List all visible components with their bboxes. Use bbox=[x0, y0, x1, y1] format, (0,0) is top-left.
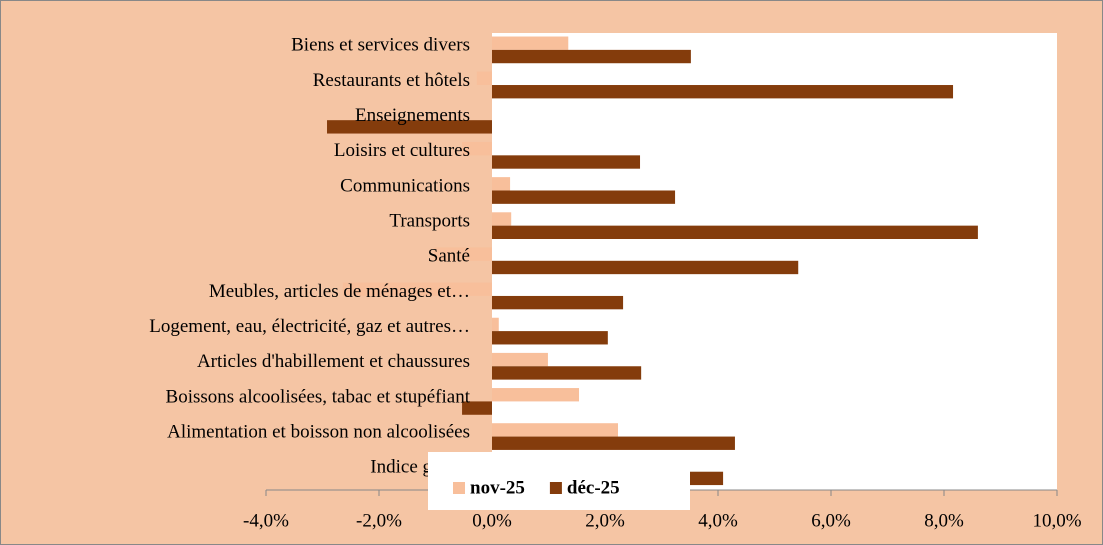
bar bbox=[462, 141, 492, 156]
bar bbox=[327, 120, 492, 134]
y-tick-label: Communications bbox=[340, 175, 470, 196]
x-tick-label: -2,0% bbox=[356, 510, 402, 531]
bar bbox=[492, 295, 624, 310]
bar bbox=[492, 436, 735, 450]
legend-label: nov-25 bbox=[470, 477, 525, 498]
y-tick-label: Meubles, articles de ménages et… bbox=[209, 281, 470, 302]
x-tick-label: 8,0% bbox=[924, 510, 964, 531]
bar bbox=[492, 331, 608, 345]
bar bbox=[492, 177, 511, 191]
y-tick-label: Restaurants et hôtels bbox=[313, 70, 470, 91]
legend-swatch bbox=[453, 482, 465, 494]
bar bbox=[492, 260, 799, 275]
bar bbox=[492, 423, 618, 437]
bar bbox=[492, 225, 978, 240]
y-tick-label: Santé bbox=[428, 246, 470, 267]
bar bbox=[492, 49, 691, 64]
y-tick-label: Enseignements bbox=[355, 105, 470, 126]
x-tick-label: 10,0% bbox=[1032, 510, 1081, 531]
legend-swatch bbox=[549, 482, 562, 494]
bar bbox=[492, 190, 676, 204]
bar bbox=[492, 36, 569, 50]
y-tick-label: Articles d'habillement et chaussures bbox=[197, 351, 470, 372]
x-tick-label: 2,0% bbox=[585, 510, 625, 531]
bar bbox=[492, 388, 580, 402]
bar bbox=[492, 155, 641, 169]
bar bbox=[492, 366, 642, 380]
x-tick-label: -4,0% bbox=[243, 510, 289, 531]
x-tick-label: 0,0% bbox=[472, 510, 512, 531]
y-tick-label: Alimentation et boisson non alcoolisées bbox=[167, 421, 470, 442]
bar bbox=[492, 85, 954, 99]
x-tick-label: 6,0% bbox=[811, 510, 851, 531]
bar bbox=[492, 317, 499, 332]
bar bbox=[492, 212, 512, 226]
bar bbox=[433, 247, 492, 261]
y-tick-label: Transports bbox=[389, 210, 470, 231]
bar bbox=[462, 401, 492, 415]
y-tick-label: Boissons alcoolisées, tabac et stupéfian… bbox=[166, 386, 471, 407]
x-tick-label: 4,0% bbox=[698, 510, 738, 531]
legend bbox=[428, 452, 690, 510]
bar bbox=[342, 282, 492, 296]
bar bbox=[492, 352, 548, 367]
y-tick-label: Logement, eau, électricité, gaz et autre… bbox=[149, 316, 470, 337]
y-tick-label: Loisirs et cultures bbox=[334, 140, 470, 161]
bar bbox=[476, 71, 492, 86]
y-tick-label: Biens et services divers bbox=[291, 35, 470, 56]
legend-label: déc-25 bbox=[567, 477, 620, 498]
